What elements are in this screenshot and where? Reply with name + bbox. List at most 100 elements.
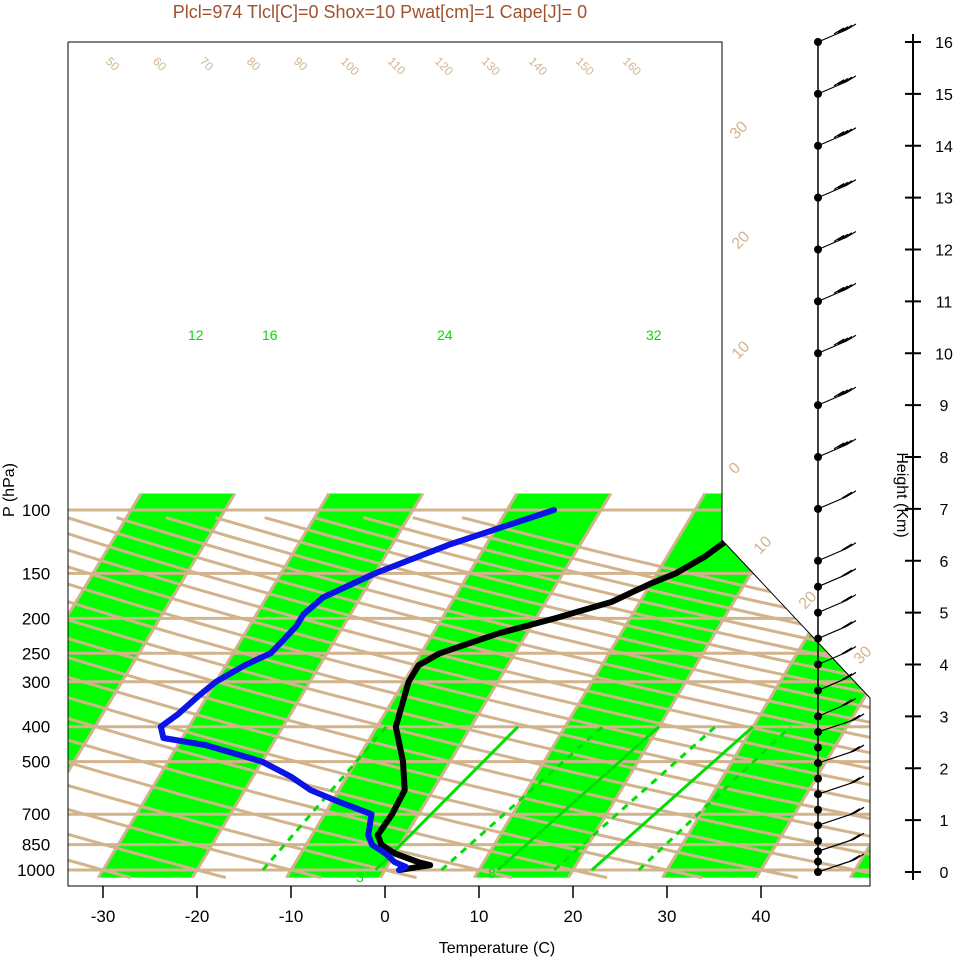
height-tick-label: 4 [940,658,949,675]
mixing-ratio-label: 32 [646,327,662,343]
dry-adiabat-label: 20 [729,228,754,253]
wind-point [814,857,822,866]
wind-barb-staff [817,444,847,458]
height-tick-label: 1 [940,813,949,830]
wind-barb-feather [833,338,845,346]
x-axis-label: Temperature (C) [439,940,555,957]
wind-barb-feather [845,334,857,342]
dry-adiabat [165,516,870,880]
wind-barb-feather [837,337,849,345]
wind-barb-feather [841,543,853,551]
mixing-ratio-line [590,725,754,872]
wind-barb-feather [841,180,853,188]
wind-barb-feather [837,77,849,85]
mixing-ratio-line [637,725,792,872]
wind-barb-staff [817,651,847,666]
wind-barb-feather [845,594,857,602]
mixing-ratio-label: 3 [356,869,364,885]
wind-barb-feather [841,76,853,84]
dry-adiabat [68,516,417,880]
height-tick-label: 2 [940,761,949,778]
dry-adiabat [68,516,870,880]
wind-barb-feather [837,233,849,241]
dry-adiabat [68,516,322,880]
dry-adiabat [68,516,870,880]
dry-adiabat [68,516,608,880]
dry-adiabat [116,516,870,880]
temperature-tick-label: 30 [658,907,677,926]
wind-barb-feather [845,697,857,705]
temperature-tick-label: -30 [91,907,116,926]
wind-barb-feather [837,285,849,293]
height-tick-label: 15 [935,87,953,104]
pressure-tick-labels: 100 150 200 250 300 400 500 700 850 1000 [17,501,55,880]
dry-adiabat [68,516,870,880]
pressure-tick-label: 1000 [17,861,55,880]
mixing-ratio-line [496,725,660,872]
wind-barb-feather [837,441,849,449]
wind-barb-feather [849,854,861,862]
height-tick-label: 12 [935,243,953,260]
height-tick-label: 13 [935,191,953,208]
wind-barb-feather [841,647,853,655]
wind-barb-feather [833,286,845,294]
wind-barb-feather [853,775,865,783]
wind-barb-feather [841,699,853,707]
pressure-tick-label: 850 [22,836,50,855]
wind-barb-feather [845,386,857,394]
wind-barb-feather [849,808,861,816]
wind-barb-feather [845,645,857,654]
pressure-tick-label: 300 [22,673,50,692]
wind-barb-feather [849,776,861,785]
height-tick-label: 8 [940,450,949,467]
dry-adiabat-label: 0 [726,459,744,477]
mixing-ratio-label: 12 [188,327,204,343]
dry-adiabat [68,516,227,880]
mixing-ratio-label: 16 [262,327,278,343]
temperature-tick-label: 20 [564,907,583,926]
wind-barb-staff [817,719,855,733]
wind-barb-feather [845,490,857,498]
pressure-tick-label: 700 [22,805,50,824]
temperature-tick-label: 0 [380,907,389,926]
wind-barb-staff [817,288,847,302]
mixing-ratio-line [440,725,604,872]
wind-barb-staff [817,781,855,795]
wind-barb-feather [841,621,853,629]
wind-barb-staff [817,812,855,826]
dry-adiabat [68,516,870,880]
wind-barb-feather [837,389,849,397]
mixing-ratio-label: 24 [437,327,453,343]
chart-title: Plcl=974 Tlcl[C]=0 Shox=10 Pwat[cm]=1 Ca… [173,2,587,22]
temperature-curve [374,507,769,873]
wind-barb-feather [845,568,857,576]
wind-barb-feather [841,336,853,344]
wind-barb-feather [853,713,865,721]
dry-adiabat [68,516,870,880]
wind-barb-feather [841,284,853,292]
pressure-tick-label: 150 [22,564,50,583]
dry-adiabat [68,516,870,880]
dry-adiabat [68,516,870,880]
wind-barb-feather [845,438,857,446]
wind-barb-feather [837,26,849,34]
wind-barb-staff [817,29,847,43]
dry-adiabat [68,516,870,880]
wind-barb-staff [817,859,855,873]
wind-barb-staff [817,838,855,852]
temperature-tick-label: -10 [279,907,304,926]
height-tick-label: 10 [935,346,953,363]
mixing-ratio-line [553,725,717,872]
height-tick-label: 3 [940,709,949,726]
dry-adiabat-label: 30 [727,118,752,143]
wind-barb-staff [817,133,847,147]
wind-barb-feather [845,23,857,31]
temperature-tick-label: 40 [752,907,771,926]
wind-barb-feather [841,673,853,681]
wind-barb-feather [845,179,857,187]
pressure-tick-label: 400 [22,718,50,737]
wind-barb-feather [841,595,853,603]
wind-barb-staff [817,600,847,614]
wind-barb-staff [817,236,847,251]
